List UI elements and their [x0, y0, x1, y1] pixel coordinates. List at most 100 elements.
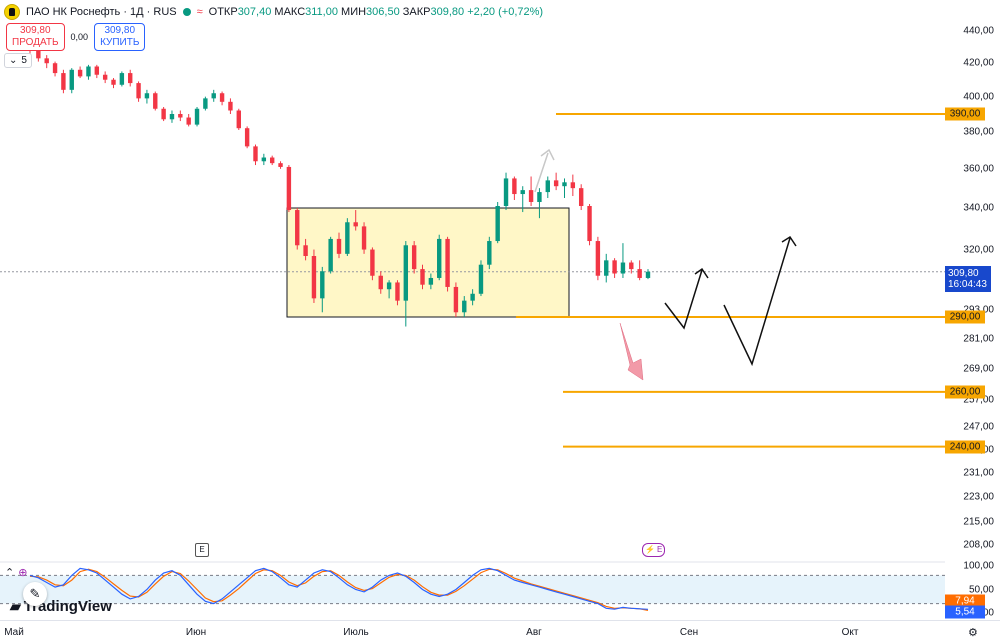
candle — [403, 241, 409, 327]
candle — [136, 81, 141, 102]
candle — [102, 71, 108, 84]
candle-body — [587, 205, 592, 242]
candle-body — [169, 114, 175, 120]
candle — [69, 68, 74, 94]
candle — [111, 78, 116, 89]
pencil-icon[interactable]: ✎ — [23, 582, 47, 606]
sell-button[interactable]: 309,80 ПРОДАТЬ — [6, 23, 65, 51]
gear-icon[interactable]: ⚙ — [968, 627, 978, 639]
candle — [487, 236, 492, 270]
candle-body — [345, 222, 350, 254]
candle — [512, 176, 517, 200]
candle — [169, 110, 175, 123]
open-label: ОТКР — [208, 6, 238, 18]
time-label-may: Май — [4, 627, 24, 638]
candle-body — [278, 163, 283, 167]
candle-body — [153, 93, 158, 109]
price-tick: 440,00 — [963, 25, 994, 37]
candle — [612, 258, 617, 278]
buy-price: 309,80 — [104, 25, 136, 36]
candle — [52, 61, 58, 77]
forecast-zigzag-1 — [664, 269, 703, 330]
candle-body — [61, 73, 66, 90]
candle-body — [77, 69, 83, 77]
candle-body — [36, 50, 41, 59]
price-tick: 208,00 — [963, 539, 994, 551]
faded-arrowhead — [540, 148, 555, 161]
time-axis[interactable]: Май Июн Июль Авг Сен Окт ⚙ — [0, 620, 1000, 644]
candle — [545, 176, 550, 199]
indicator-settings-icon[interactable]: ⊕ — [18, 567, 28, 579]
candle — [253, 144, 258, 166]
osc-tick-50: 50,00 — [968, 584, 994, 596]
candle — [86, 64, 91, 80]
price-tick: 281,00 — [963, 333, 994, 345]
indicator-collapse-button[interactable]: ⌄ 5 — [4, 53, 32, 68]
market-open-icon — [182, 8, 191, 16]
candle — [587, 203, 592, 246]
price-tick: 257,00 — [963, 394, 994, 406]
buy-button[interactable]: 309,80 КУПИТЬ — [94, 23, 146, 51]
sell-price: 309,80 — [19, 25, 51, 36]
candle-body — [203, 98, 208, 109]
candle-body — [186, 117, 191, 125]
chevron-up-icon[interactable]: ⌃ — [5, 567, 15, 579]
candle-body — [328, 238, 333, 272]
chart-area[interactable]: ПАО НК Роснефть · 1Д · RUS ≈ ОТКР307,40 … — [0, 0, 945, 620]
candle — [453, 282, 459, 317]
candle-body — [528, 190, 534, 202]
trade-buttons: 309,80 ПРОДАТЬ 0,00 309,80 КУПИТЬ — [6, 23, 146, 51]
dividend-event-badge[interactable]: ⚡ E — [642, 543, 666, 557]
candle-body — [487, 241, 492, 265]
candle — [361, 222, 367, 254]
candle — [645, 269, 651, 280]
candle-body — [378, 275, 383, 290]
candle-body — [320, 271, 325, 299]
tradingview-brand: TradingView — [23, 598, 112, 615]
range-box[interactable] — [286, 207, 570, 318]
candle-body — [562, 182, 567, 187]
candle — [578, 184, 584, 211]
level-label-260: 260,00 — [945, 385, 985, 399]
tv-mark-icon: ▰ — [10, 598, 21, 614]
low-label: МИН — [341, 6, 367, 18]
candle — [462, 296, 467, 317]
candle-body — [604, 260, 609, 276]
price-chart[interactable] — [0, 0, 945, 620]
candle — [219, 91, 225, 106]
candle-body — [336, 238, 342, 254]
dividend-event-label: E — [656, 545, 663, 554]
time-label-sep: Сен — [679, 627, 699, 638]
candle-body — [478, 264, 484, 294]
price-tick: 340,00 — [963, 202, 994, 214]
candle — [211, 89, 216, 102]
earnings-event-badge[interactable]: E — [195, 543, 209, 557]
current-price-value: 309,80 — [948, 268, 979, 279]
candle — [637, 260, 642, 281]
tradingview-logo[interactable]: ▰ TradingView — [10, 598, 112, 615]
candle — [77, 66, 83, 79]
candle-body — [545, 180, 550, 193]
osc-k-value: 5,54 — [945, 605, 985, 619]
candle-body — [161, 108, 166, 120]
price-tick: 247,00 — [963, 421, 994, 433]
interval-value: 5 — [21, 55, 27, 66]
candle — [94, 64, 100, 79]
price-tick: 231,00 — [963, 467, 994, 479]
candle-body — [44, 58, 49, 64]
earnings-event-label: E — [199, 545, 205, 554]
close-label: ЗАКР — [402, 6, 431, 18]
candle-body — [194, 108, 200, 125]
candle-body — [553, 180, 559, 187]
candle-body — [211, 93, 216, 99]
candle — [620, 243, 626, 278]
candle — [161, 107, 166, 122]
change-value: +2,20 (+0,72%) — [467, 6, 544, 18]
candle — [378, 271, 383, 294]
candle — [411, 241, 417, 274]
candle-body — [269, 157, 275, 164]
price-axis[interactable]: 440,00 420,00 400,00 380,00 360,00 340,00 320,… — [945, 0, 1000, 620]
symbol-title[interactable]: ПАО НК Роснефть · 1Д · RUS — [26, 6, 177, 18]
candle-body — [119, 73, 125, 85]
candle — [445, 236, 450, 292]
